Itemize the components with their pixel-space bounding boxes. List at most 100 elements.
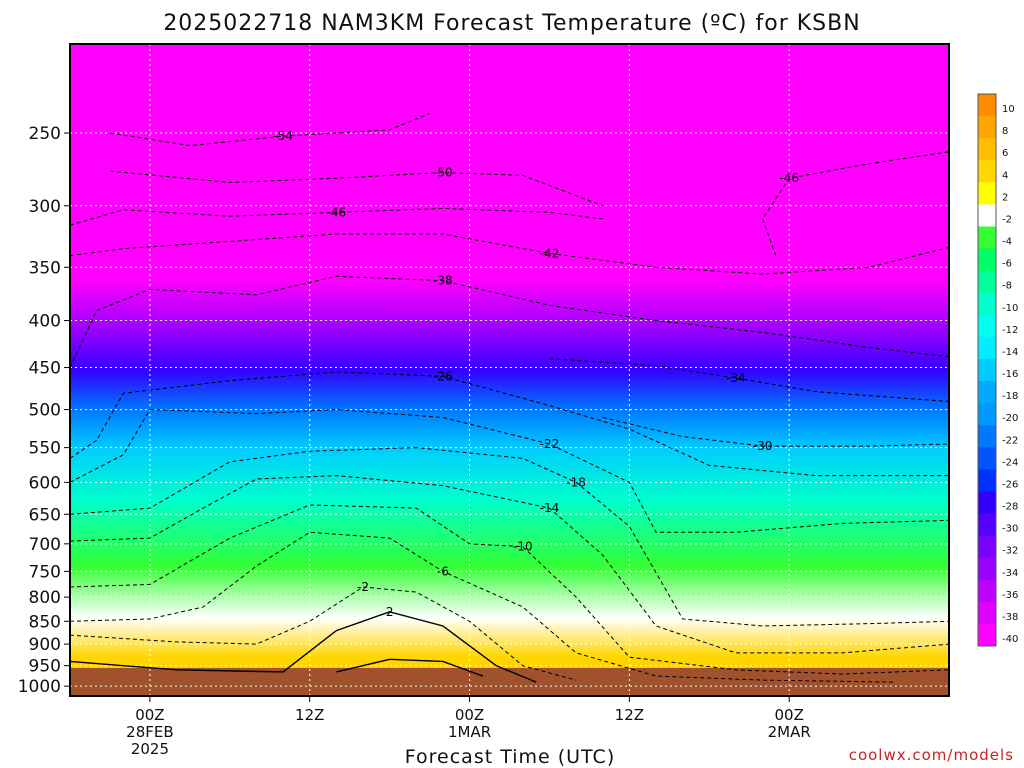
y-tick-label: 550 <box>29 439 61 459</box>
colorbar-swatch <box>978 94 996 117</box>
contour-line <box>70 447 949 627</box>
y-tick-label: 350 <box>29 258 61 278</box>
contour-label-text: 2 <box>386 605 394 619</box>
colorbar-label: 6 <box>1002 148 1008 159</box>
contour-line <box>70 207 603 226</box>
y-tick-label: 500 <box>29 401 61 421</box>
colorbar-label: -30 <box>1002 524 1018 535</box>
colorbar-label: -10 <box>1002 303 1018 314</box>
contour-label: -50 <box>433 166 453 180</box>
contour-line <box>70 275 949 368</box>
colorbar-swatch <box>978 248 996 272</box>
contour-label-text: -30 <box>753 439 773 453</box>
contour-label: -34 <box>726 371 746 385</box>
colorbar-label: -2 <box>1002 214 1012 225</box>
colorbar-swatch <box>978 182 996 205</box>
contour-label: -26 <box>433 369 453 383</box>
colorbar-label: -26 <box>1002 479 1018 490</box>
y-axis-ticks: 250 300 350 400 450 500 550 600 650 700 750 800 850 9… <box>18 124 70 697</box>
contour-line <box>70 409 949 533</box>
x-tick-label: 28FEB <box>126 723 173 741</box>
temperature-field <box>70 44 949 696</box>
colorbar-swatch <box>978 381 996 404</box>
contour-lines: -54-50-46-46-42-38-34-30-26-22-18-14-10-… <box>70 112 949 683</box>
colorbar-swatch <box>978 601 996 625</box>
y-tick-label: 850 <box>29 612 61 632</box>
colorbar-label: -34 <box>1002 568 1018 579</box>
contour-label-text: -34 <box>726 371 746 385</box>
contour-line <box>336 658 484 677</box>
contour-label: -6 <box>437 564 449 578</box>
contour-label: -46 <box>779 171 799 185</box>
x-tick-label: 00Z <box>455 706 484 724</box>
colorbar-label: -4 <box>1002 237 1012 248</box>
contour-label-text: -6 <box>437 564 449 578</box>
x-tick-label: 1MAR <box>448 723 491 741</box>
contour-line <box>109 170 603 207</box>
contour-label-text: -54 <box>273 129 293 143</box>
grid-lines <box>70 44 949 696</box>
colorbar-swatch <box>978 358 996 382</box>
colorbar-label: -38 <box>1002 612 1018 623</box>
x-tick-label: 12Z <box>295 706 324 724</box>
colorbar-label: -24 <box>1002 457 1018 468</box>
y-tick-label: 650 <box>29 505 61 525</box>
contour-label: -38 <box>433 274 453 288</box>
colorbar-swatch <box>978 138 996 161</box>
contour-line <box>70 475 949 654</box>
contour-line <box>70 504 949 675</box>
x-tick-label: 2MAR <box>768 723 811 741</box>
colorbar-swatch <box>978 447 996 470</box>
colorbar-swatch <box>978 513 996 537</box>
colorbar-swatch <box>978 403 996 426</box>
contour-line <box>70 611 537 683</box>
contour-label: -42 <box>540 246 560 260</box>
colorbar-swatch <box>978 557 996 581</box>
colorbar-swatch <box>978 160 996 183</box>
chart-title: 2025022718 NAM3KM Forecast Temperature (… <box>163 11 860 36</box>
colorbar-swatch <box>978 314 996 338</box>
colorbar-label: -40 <box>1002 634 1018 645</box>
colorbar-label: 2 <box>1002 192 1008 203</box>
plot-frame <box>69 43 950 697</box>
contour-line <box>761 151 949 256</box>
contour-label: -18 <box>566 475 586 489</box>
contour-label: -30 <box>753 439 773 453</box>
x-tick-label: 00Z <box>135 706 164 724</box>
credit-text: coolwx.com/models <box>849 746 1014 764</box>
contour-line <box>549 358 949 403</box>
colorbar-swatch <box>978 579 996 603</box>
contour-label-text: -50 <box>433 166 453 180</box>
contour-label-text: -2 <box>357 580 369 594</box>
contour-label-text: -46 <box>327 205 347 219</box>
colorbar-label: -32 <box>1002 546 1018 557</box>
contour-label-text: -10 <box>513 540 533 554</box>
x-tick-label: 00Z <box>774 706 803 724</box>
colorbar-swatch <box>978 469 996 492</box>
contour-label: 2 <box>386 605 394 619</box>
x-axis-label: Forecast Time (UTC) <box>405 746 615 768</box>
y-tick-label: 600 <box>29 473 61 493</box>
y-tick-label: 700 <box>29 535 61 555</box>
y-tick-label: 800 <box>29 588 61 608</box>
colorbar-label: -18 <box>1002 391 1018 402</box>
y-tick-label: 950 <box>29 657 61 677</box>
colorbar: 10 8 6 4 2 -2 -4 -6 -8 -10 -12 -14 -16 -18 -20 -22 -24 -2… <box>977 93 1018 647</box>
colorbar-label: 10 <box>1002 104 1015 115</box>
colorbar-frame <box>977 93 997 647</box>
colorbar-label: -16 <box>1002 369 1018 380</box>
y-tick-label: 250 <box>29 124 61 144</box>
colorbar-label: -20 <box>1002 413 1018 424</box>
contour-label-text: -18 <box>566 475 586 489</box>
x-tick-label: 12Z <box>615 706 644 724</box>
colorbar-label: -8 <box>1002 281 1012 292</box>
colorbar-label: -6 <box>1002 259 1012 270</box>
contour-line <box>109 112 430 147</box>
colorbar-label: 8 <box>1002 126 1008 137</box>
colorbar-swatch <box>978 491 996 515</box>
contour-line <box>70 233 949 275</box>
y-tick-label: 750 <box>29 562 61 582</box>
colorbar-swatch <box>978 336 996 360</box>
contour-label: -10 <box>513 540 533 554</box>
